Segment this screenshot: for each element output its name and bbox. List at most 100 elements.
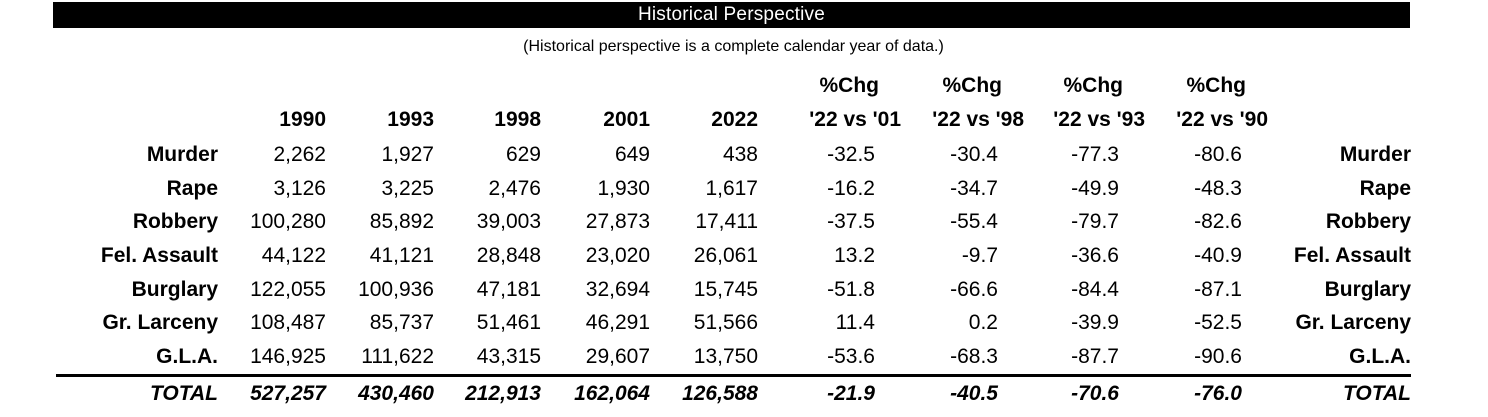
year-value-cell: 100,936: [358, 277, 434, 301]
pct-chg-cell: -82.6: [1194, 210, 1242, 234]
pct-chg-cell: 13.2: [834, 243, 875, 267]
year-value-cell: 108,487: [250, 311, 326, 335]
year-value-cell: 15,745: [693, 277, 758, 301]
year-value-cell: 51,566: [693, 311, 758, 335]
pct-chg-cell: -16.2: [827, 176, 875, 200]
pct-chg-cell: 0.2: [968, 311, 998, 335]
page-title: Historical Perspective: [637, 4, 826, 25]
row-label-right: Burglary: [1324, 277, 1411, 301]
pct-chg-cell: -55.4: [950, 210, 998, 234]
total-label-left: TOTAL: [56, 373, 218, 411]
pct-chg-period-header: '22 vs '90: [1176, 108, 1268, 131]
year-value-cell: 111,622: [361, 344, 434, 368]
total-value-cell: 162,064: [541, 373, 650, 411]
pct-chg-cell: -9.7: [961, 243, 998, 267]
year-header-row: 1990 1993 1998 2001 2022 '22 vs '01 '22 …: [56, 102, 1411, 138]
total-value-cell: 126,588: [650, 373, 758, 411]
pct-chg-cell: -79.7: [1071, 210, 1119, 234]
year-value-cell: 27,873: [585, 210, 650, 234]
year-value-cell: 32,694: [585, 277, 650, 301]
pct-chg-cell: -87.1: [1194, 277, 1242, 301]
total-pct-chg-cell: -21.9: [758, 373, 901, 411]
pct-chg-header: %Chg: [942, 74, 1003, 97]
year-value-cell: 146,925: [250, 344, 326, 368]
total-value-cell: 527,257: [218, 373, 326, 411]
total-pct-chg-cell: -70.6: [1024, 373, 1145, 411]
row-label-right: Gr. Larceny: [1295, 311, 1411, 335]
pct-chg-cell: -87.7: [1071, 344, 1119, 368]
total-label-right: TOTAL: [1268, 373, 1411, 411]
pct-chg-cell: -36.6: [1071, 243, 1119, 267]
table-row-robbery: Robbery 100,280 85,892 39,003 27,873 17,…: [56, 205, 1411, 239]
year-value-cell: 13,750: [693, 344, 758, 368]
pct-chg-cell: -34.7: [950, 176, 998, 200]
pct-chg-header-row: %Chg %Chg %Chg %Chg: [56, 70, 1411, 102]
year-value-cell: 1,617: [705, 176, 758, 200]
year-value-cell: 2,262: [273, 142, 326, 166]
table-row-fel-assault: Fel. Assault 44,122 41,121 28,848 23,020…: [56, 239, 1411, 273]
pct-chg-cell: -66.6: [950, 277, 998, 301]
pct-chg-cell: -84.4: [1071, 277, 1119, 301]
year-value-cell: 28,848: [476, 243, 541, 267]
pct-chg-cell: -40.9: [1194, 243, 1242, 267]
pct-chg-header: %Chg: [819, 74, 880, 97]
row-label-left: Robbery: [132, 210, 218, 234]
year-value-cell: 3,225: [381, 176, 434, 200]
year-value-cell: 629: [505, 142, 541, 166]
pct-chg-cell: -90.6: [1194, 344, 1242, 368]
row-label-right: G.L.A.: [1349, 344, 1411, 368]
pct-chg-cell: -52.5: [1194, 311, 1242, 335]
row-label-right: Rape: [1359, 176, 1411, 200]
year-value-cell: 122,055: [250, 277, 326, 301]
year-value-cell: 85,892: [369, 210, 434, 234]
table-row-gr-larceny: Gr. Larceny 108,487 85,737 51,461 46,291…: [56, 306, 1411, 340]
crime-stats-table: %Chg %Chg %Chg %Chg 1990 1993 1998 2001 …: [56, 70, 1411, 411]
row-label-right: Murder: [1339, 142, 1411, 166]
pct-chg-cell: -77.3: [1071, 142, 1119, 166]
total-value-cell: 212,913: [434, 373, 541, 411]
table-row-murder: Murder 2,262 1,927 629 649 438 -32.5 -30…: [56, 138, 1411, 172]
table-row-burglary: Burglary 122,055 100,936 47,181 32,694 1…: [56, 273, 1411, 307]
year-value-cell: 51,461: [476, 311, 541, 335]
row-label-left: Murder: [146, 142, 218, 166]
table-row-rape: Rape 3,126 3,225 2,476 1,930 1,617 -16.2…: [56, 172, 1411, 206]
pct-chg-cell: 11.4: [835, 311, 875, 335]
year-value-cell: 438: [722, 142, 758, 166]
pct-chg-header: %Chg: [1186, 74, 1247, 97]
year-value-cell: 41,121: [369, 243, 434, 267]
subtitle: (Historical perspective is a complete ca…: [523, 38, 944, 55]
row-label-left: Fel. Assault: [100, 243, 218, 267]
year-value-cell: 23,020: [585, 243, 650, 267]
year-value-cell: 39,003: [476, 210, 541, 234]
year-header: 2001: [603, 108, 650, 131]
total-row: TOTAL 527,257 430,460 212,913 162,064 12…: [56, 373, 1411, 411]
title-bar: Historical Perspective: [53, 2, 1410, 28]
pct-chg-cell: -80.6: [1194, 142, 1242, 166]
row-label-left: G.L.A.: [156, 344, 218, 368]
pct-chg-period-header: '22 vs '01: [809, 108, 901, 131]
year-header: 1998: [494, 108, 541, 131]
pct-chg-cell: -48.3: [1194, 176, 1242, 200]
year-value-cell: 26,061: [693, 243, 758, 267]
row-label-left: Gr. Larceny: [102, 311, 218, 335]
table-row-gla: G.L.A. 146,925 111,622 43,315 29,607 13,…: [56, 340, 1411, 375]
pct-chg-cell: -68.3: [950, 344, 998, 368]
year-value-cell: 649: [614, 142, 650, 166]
total-pct-chg-cell: -76.0: [1145, 373, 1268, 411]
row-label-right: Fel. Assault: [1293, 243, 1411, 267]
pct-chg-cell: -49.9: [1071, 176, 1119, 200]
year-header: 1990: [279, 108, 326, 131]
year-header: 2022: [711, 108, 758, 131]
pct-chg-cell: -53.6: [827, 344, 875, 368]
total-value-cell: 430,460: [326, 373, 434, 411]
year-value-cell: 44,122: [261, 243, 326, 267]
year-header: 1993: [387, 108, 434, 131]
row-label-left: Burglary: [131, 277, 218, 301]
pct-chg-cell: -39.9: [1071, 311, 1119, 335]
year-value-cell: 46,291: [585, 311, 650, 335]
year-value-cell: 1,930: [597, 176, 650, 200]
pct-chg-period-header: '22 vs '98: [932, 108, 1024, 131]
pct-chg-cell: -32.5: [827, 142, 875, 166]
year-value-cell: 47,181: [476, 277, 541, 301]
